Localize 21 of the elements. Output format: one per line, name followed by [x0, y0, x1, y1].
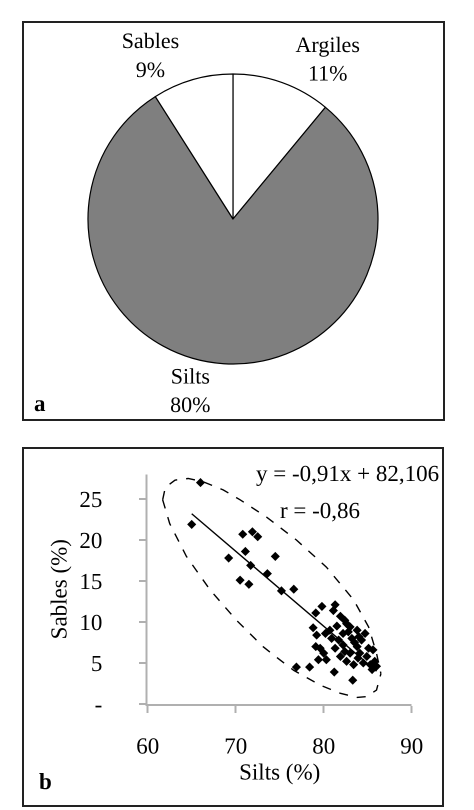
annotation: y = -0,91x + 82,106 [256, 461, 440, 486]
y-tick-label: - [94, 692, 102, 718]
data-label: 9% [136, 56, 166, 82]
x-tick-label: 60 [136, 733, 160, 758]
y-tick-label: 25 [79, 487, 102, 512]
x-axis-title: Silts (%) [239, 759, 320, 784]
data-label: 11% [308, 60, 348, 86]
data-label: 80% [170, 392, 210, 418]
text: a [34, 391, 46, 416]
slice-label: Sables [122, 28, 180, 54]
y-tick-label: 10 [79, 610, 102, 636]
x-tick-label: 70 [224, 733, 248, 758]
y-tick-label: 20 [79, 528, 102, 554]
y-tick-label: 15 [79, 569, 102, 594]
x-tick-label: 80 [312, 733, 336, 758]
slice-label: Silts [170, 364, 210, 389]
text: b [39, 769, 52, 794]
x-tick-label: 90 [400, 733, 424, 758]
y-tick-label: 5 [90, 651, 102, 676]
slice-label: Argiles [296, 32, 360, 58]
y-axis-title: Sables (%) [46, 539, 72, 640]
